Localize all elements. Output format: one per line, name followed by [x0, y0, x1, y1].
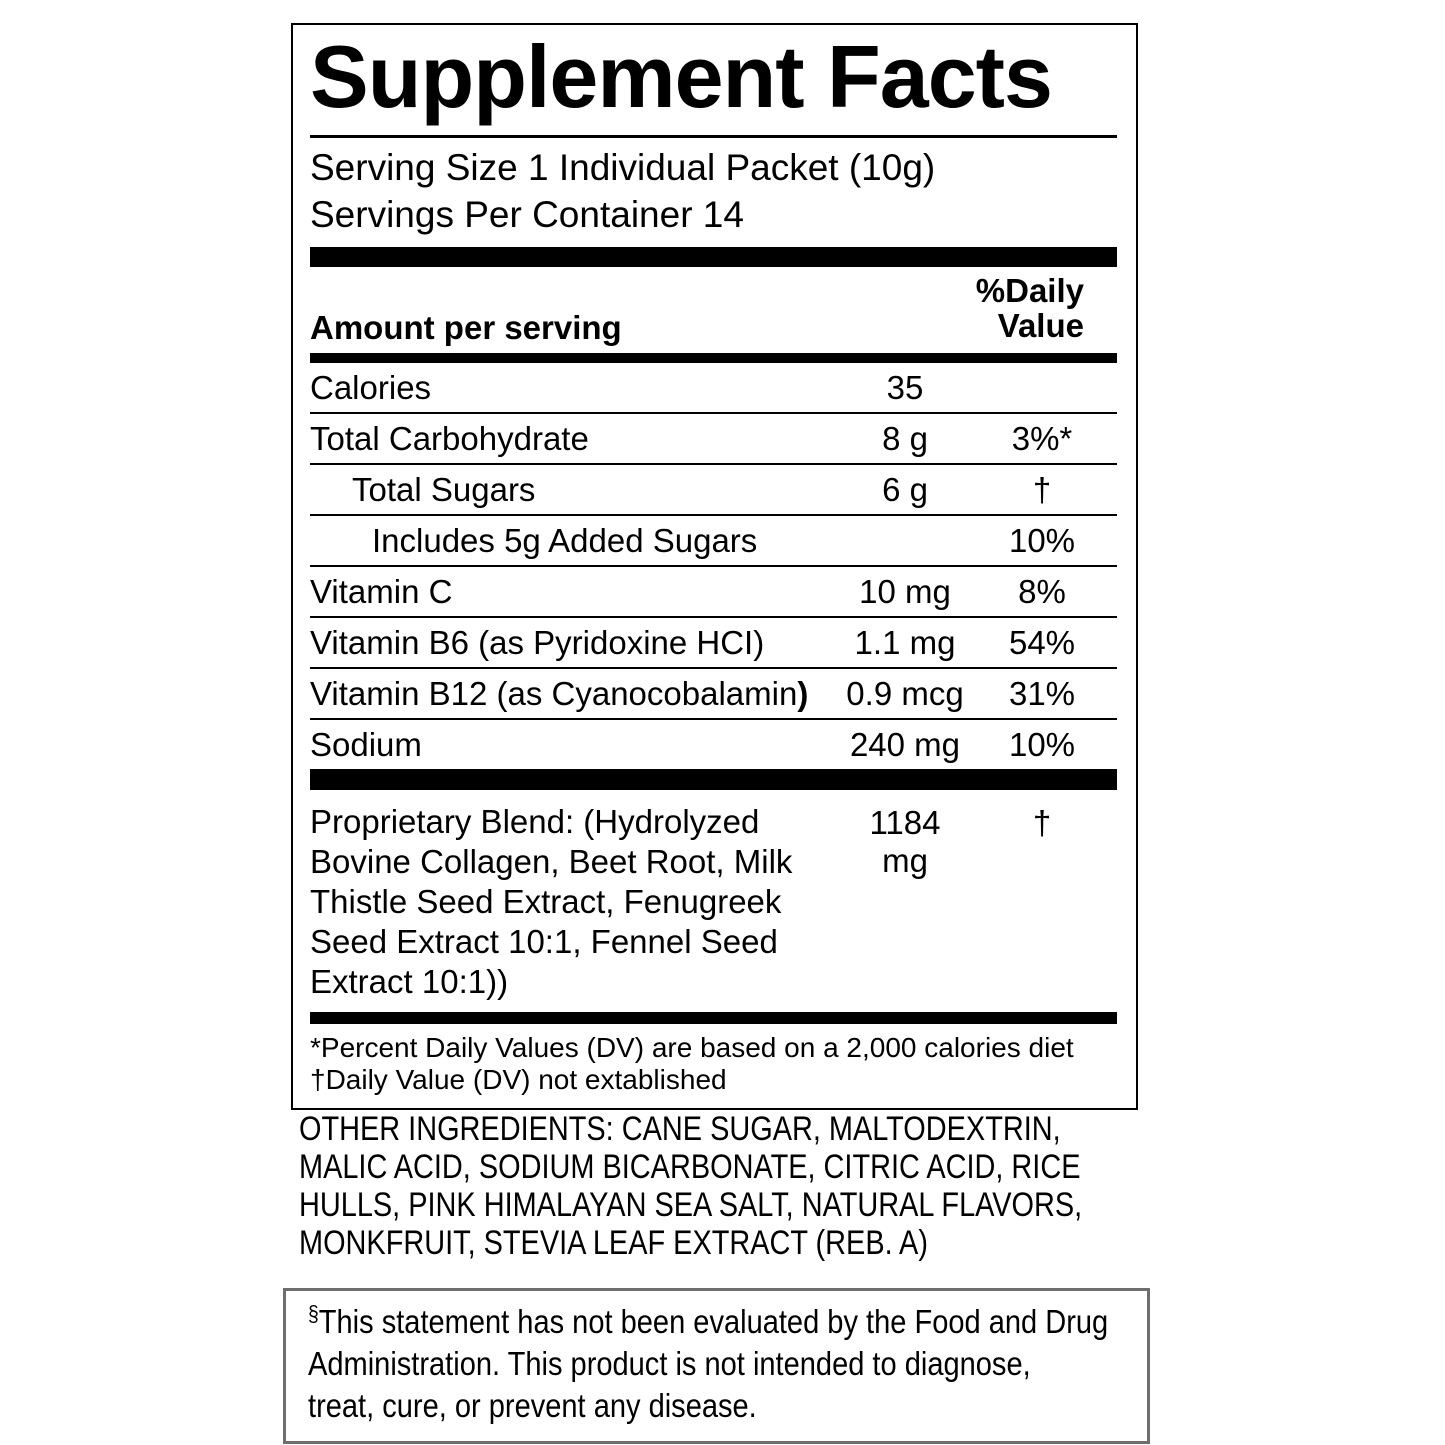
nutrient-amount: 10 mg	[859, 572, 951, 610]
proprietary-blend-row: Proprietary Blend: (Hydrolyzed Bovine Col…	[310, 790, 1117, 1012]
other-ingredients-line: MONKFRUIT, STEVIA LEAF EXTRACT (REB. A)	[299, 1224, 928, 1262]
nutrient-amount: 8 g	[882, 419, 928, 457]
nutrient-name: Calories	[310, 368, 432, 406]
nutrient-daily-value: 10%	[1008, 725, 1076, 763]
table-row: Calories 35	[310, 363, 1117, 415]
nutrient-name: Vitamin C	[310, 572, 453, 610]
blend-line: Seed Extract 10:1, Fennel Seed	[310, 923, 778, 961]
table-row: Sodium 240 mg 10%	[310, 720, 1117, 769]
nutrient-name: Vitamin B12 (as Cyanocobalamin)	[310, 674, 809, 712]
nutrient-amount: 0.9 mcg	[846, 674, 964, 712]
other-ingredients-line: OTHER INGREDIENTS: CANE SUGAR, MALTODEXT…	[299, 1110, 1061, 1148]
blend-line: Thistle Seed Extract, Fenugreek	[310, 883, 782, 921]
amount-per-serving-header: Amount per serving	[310, 309, 622, 347]
blend-line: Proprietary Blend: (Hydrolyzed	[310, 803, 760, 841]
serving-size: Serving Size 1 Individual Packet (10g)	[310, 146, 936, 188]
nutrient-daily-value: 3%*	[1011, 419, 1073, 457]
other-ingredients-line: HULLS, PINK HIMALAYAN SEA SALT, NATURAL …	[299, 1186, 1083, 1224]
proprietary-blend-text: Proprietary Blend: (Hydrolyzed Bovine Col…	[310, 802, 1117, 1002]
table-row: Includes 5g Added Sugars 10%	[310, 516, 1117, 568]
nutrient-rows: Calories 35 Total Carbohydrate 8 g 3%* Total …	[310, 363, 1117, 769]
nutrient-amount: 1.1 mg	[854, 623, 956, 661]
nutrient-amount: 240 mg	[849, 725, 961, 763]
nutrient-daily-value: 31%	[1008, 674, 1076, 712]
nutrient-amount: 35	[886, 368, 924, 406]
footnote-dagger: †Daily Value (DV) not extablished	[310, 1064, 727, 1096]
blend-line: Extract 10:1))	[310, 963, 509, 1001]
other-ingredients: OTHER INGREDIENTS: CANE SUGAR, MALTODEXT…	[299, 1110, 1220, 1262]
footnote-percent-dv: *Percent Daily Values (DV) are based on …	[310, 1032, 1074, 1064]
supplement-facts-panel: Supplement Facts Serving Size 1 Individu…	[291, 23, 1138, 1111]
thick-divider-top	[310, 247, 1117, 268]
other-ingredients-line: MALIC ACID, SODIUM BICARBONATE, CITRIC A…	[299, 1148, 1081, 1186]
table-header: Amount per serving %Daily Value	[310, 267, 1117, 364]
servings-per-container: Servings Per Container 14	[310, 193, 744, 235]
thick-divider-bottom	[310, 1012, 1117, 1025]
table-row: Vitamin B6 (as Pyridoxine HCI) 1.1 mg 54%	[310, 618, 1117, 670]
nutrient-daily-value: 10%	[1008, 521, 1076, 559]
table-row: Vitamin C 10 mg 8%	[310, 567, 1117, 619]
panel-title: Supplement Facts	[310, 31, 1117, 138]
nutrient-name: Sodium	[310, 725, 422, 763]
footnotes: *Percent Daily Values (DV) are based on …	[310, 1024, 1117, 1108]
nutrient-name: Includes 5g Added Sugars	[372, 521, 758, 559]
nutrient-amount: 6 g	[882, 470, 928, 508]
nutrient-daily-value: †	[1032, 470, 1052, 508]
nutrient-name: Total Sugars	[352, 470, 536, 508]
disclaimer-line: Administration. This product is not inte…	[308, 1345, 1031, 1382]
blend-amount: 1184 mg	[869, 804, 941, 880]
nutrient-name: Total Carbohydrate	[310, 419, 589, 457]
fda-disclaimer-box: §This statement has not been evaluated b…	[283, 1288, 1150, 1444]
blend-daily-value: †	[1032, 804, 1052, 842]
blend-line: Bovine Collagen, Beet Root, Milk	[310, 843, 793, 881]
disclaimer-line: §This statement has not been evaluated b…	[308, 1301, 1109, 1341]
thick-divider-middle	[310, 769, 1117, 791]
disclaimer-line: treat, cure, or prevent any disease.	[308, 1387, 757, 1424]
nutrient-name: Vitamin B6 (as Pyridoxine HCI)	[310, 623, 765, 661]
section-symbol: §	[308, 1301, 319, 1326]
nutrient-daily-value: 54%	[1008, 623, 1076, 661]
table-row: Total Carbohydrate 8 g 3%*	[310, 414, 1117, 466]
daily-value-header: %Daily Value	[975, 272, 1084, 345]
table-row: Total Sugars 6 g †	[310, 465, 1117, 517]
nutrient-daily-value: 8%	[1018, 572, 1066, 610]
table-row: Vitamin B12 (as Cyanocobalamin) 0.9 mcg 31…	[310, 669, 1117, 721]
serving-info: Serving Size 1 Individual Packet (10g) S…	[310, 138, 1117, 248]
